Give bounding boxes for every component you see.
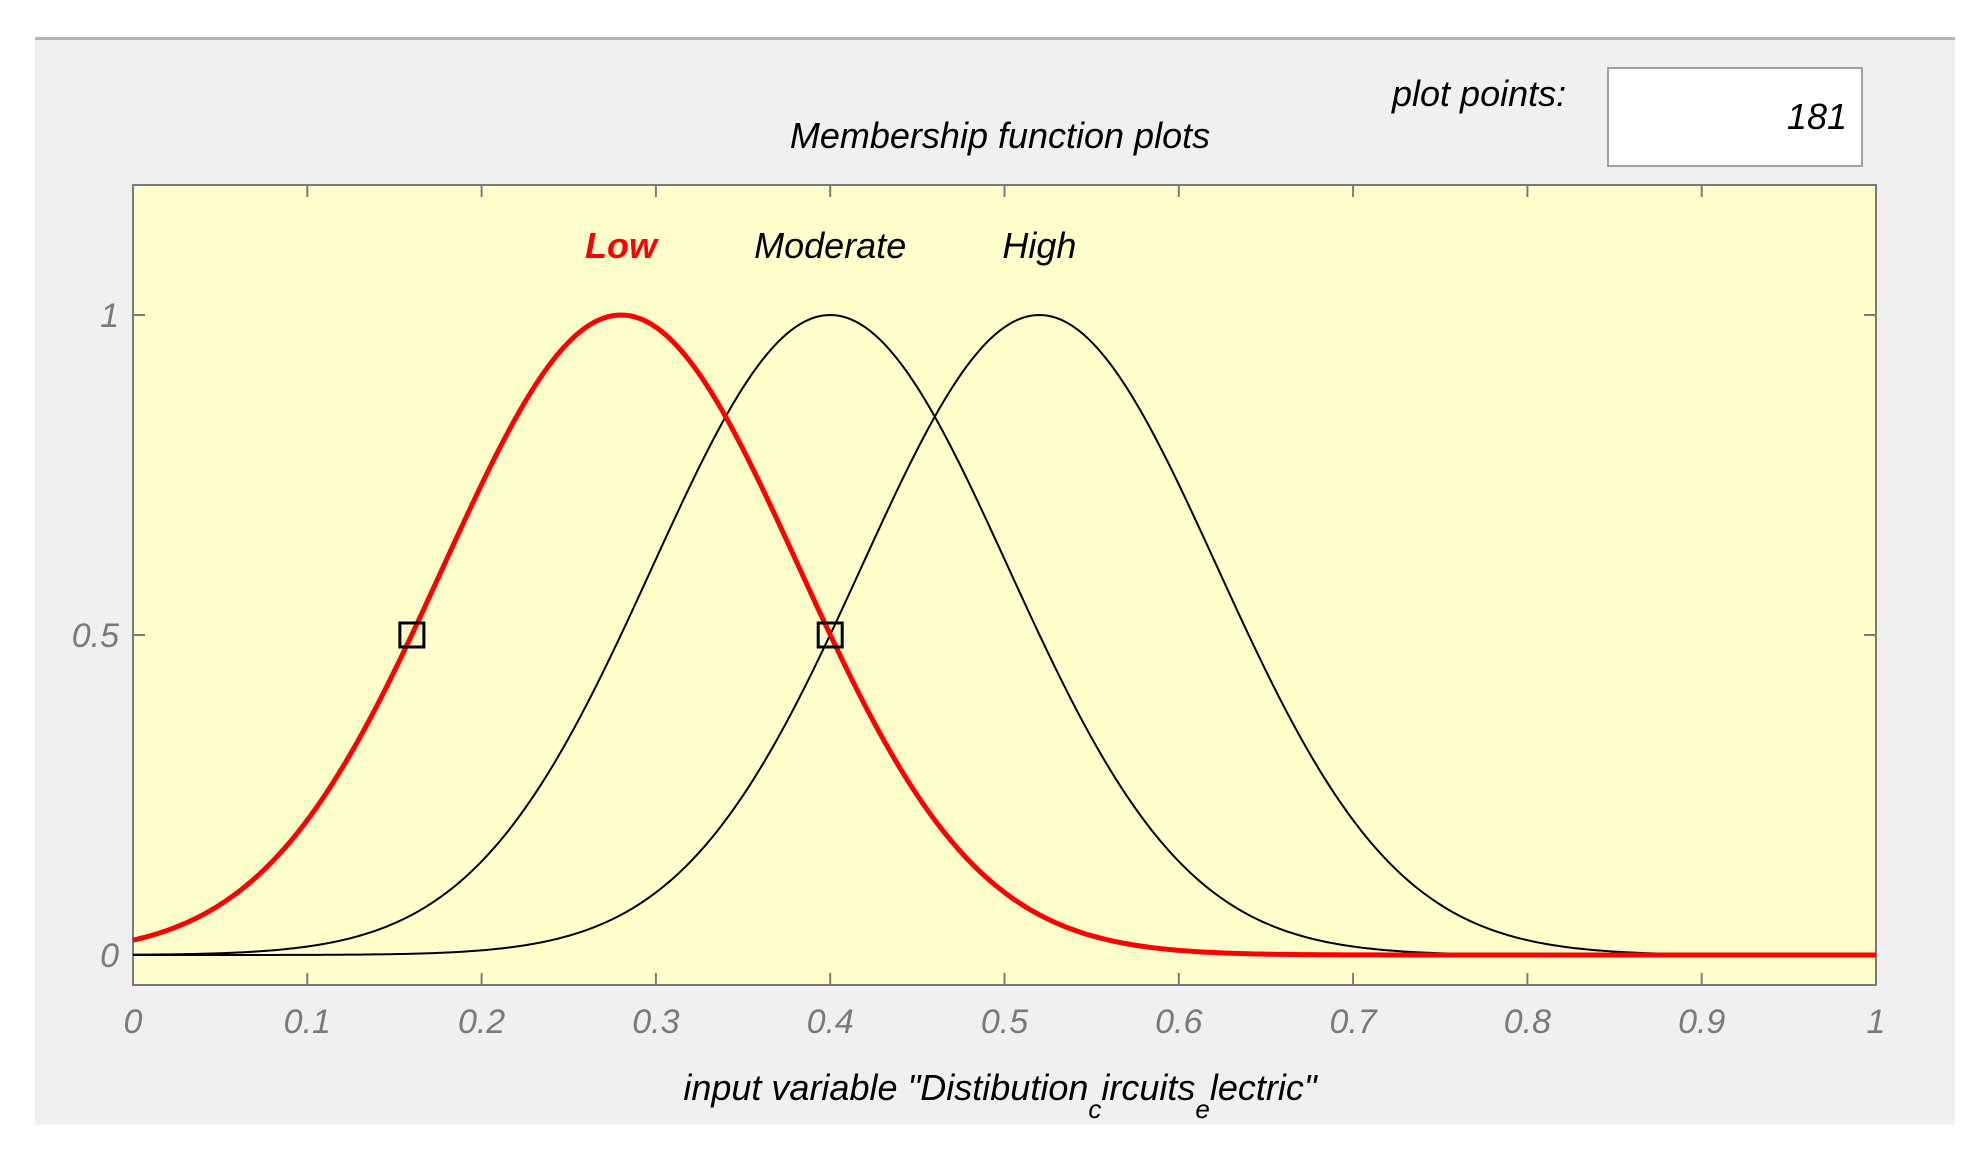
mf-labels: Moderate High Low bbox=[585, 225, 1076, 266]
x-axis-label-end: lectric" bbox=[1210, 1067, 1319, 1108]
y-tick-label: 0 bbox=[100, 937, 119, 975]
x-tick-label: 0.3 bbox=[632, 1003, 679, 1041]
chart-title: Membership function plots bbox=[790, 115, 1210, 156]
x-axis-label-mid: ircuits bbox=[1101, 1067, 1195, 1108]
mf-label-moderate[interactable]: Moderate bbox=[754, 225, 906, 266]
mf-curves bbox=[132, 312, 1876, 958]
x-tick-label: 0.4 bbox=[807, 1003, 854, 1041]
x-axis-label-main: input variable "Distibution bbox=[683, 1067, 1088, 1108]
mf-label-high[interactable]: High bbox=[1002, 225, 1076, 266]
x-tick-label: 0 bbox=[124, 1003, 143, 1041]
x-tick-label: 0.1 bbox=[284, 1003, 331, 1041]
y-tick-label: 0.5 bbox=[72, 617, 119, 655]
x-tick-label: 0.2 bbox=[458, 1003, 505, 1041]
x-axis-label-sub1: c bbox=[1088, 1094, 1101, 1124]
mf-curve-low[interactable] bbox=[132, 312, 1876, 958]
x-tick-label: 0.6 bbox=[1155, 1003, 1202, 1041]
mf-handle-marker[interactable] bbox=[398, 621, 426, 649]
axis-ticks: 0 0.1 0.2 0.3 0.4 0.5 0.6 0.7 0.8 0.9 1 0 0.5 1 bbox=[72, 185, 1886, 1041]
x-tick-label: 0.9 bbox=[1678, 1003, 1725, 1041]
mf-markers bbox=[398, 621, 844, 649]
x-tick-label: 0.8 bbox=[1504, 1003, 1551, 1041]
x-tick-label: 1 bbox=[1867, 1003, 1886, 1041]
x-tick-label: 0.5 bbox=[981, 1003, 1028, 1041]
x-tick-label: 0.7 bbox=[1329, 1003, 1377, 1041]
plot-points-label: plot points: bbox=[1392, 73, 1567, 114]
mf-label-low[interactable]: Low bbox=[585, 225, 659, 266]
x-axis-label-sub2: e bbox=[1195, 1094, 1209, 1124]
plot-area[interactable] bbox=[132, 184, 1877, 986]
top-divider bbox=[35, 37, 1955, 40]
y-tick-label: 1 bbox=[100, 297, 119, 335]
mf-handle-marker[interactable] bbox=[816, 621, 844, 649]
plot-points-input[interactable]: 181 bbox=[1607, 67, 1863, 167]
mf-curve-high[interactable] bbox=[133, 313, 1876, 956]
x-axis-label: input variable "Distibutioncircuitselect… bbox=[683, 1067, 1318, 1124]
